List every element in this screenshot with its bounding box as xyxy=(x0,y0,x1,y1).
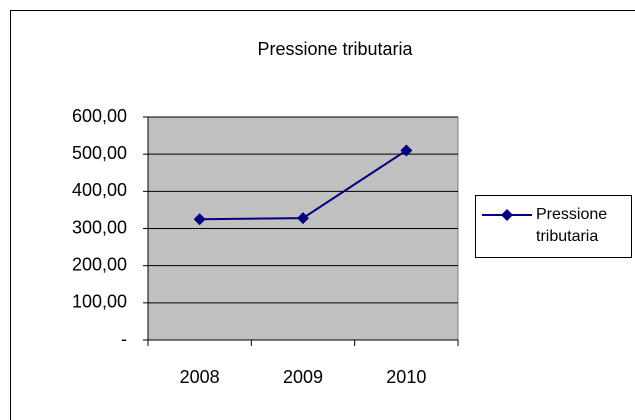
y-tick-label: 600,00 xyxy=(72,106,127,126)
legend-marker xyxy=(501,209,513,221)
y-tick-label: 200,00 xyxy=(72,254,127,274)
legend-label-box: Pressione tributaria xyxy=(536,206,608,245)
chart-title: Pressione tributaria xyxy=(257,39,413,59)
x-tick-label: 2008 xyxy=(180,367,220,387)
y-tick-label: 300,00 xyxy=(72,217,127,237)
data-point xyxy=(297,212,309,225)
y-tick-label: - xyxy=(121,329,127,349)
y-tick-label: 500,00 xyxy=(72,143,127,163)
data-point xyxy=(400,144,413,157)
y-tick-label: 100,00 xyxy=(72,292,127,312)
legend-label: Pressione tributaria xyxy=(536,206,608,245)
legend-box xyxy=(475,195,632,258)
y-tick-label: 400,00 xyxy=(72,180,127,200)
x-tick-label: 2010 xyxy=(386,367,426,387)
x-tick-label: 2009 xyxy=(283,367,323,387)
data-point xyxy=(193,213,206,226)
